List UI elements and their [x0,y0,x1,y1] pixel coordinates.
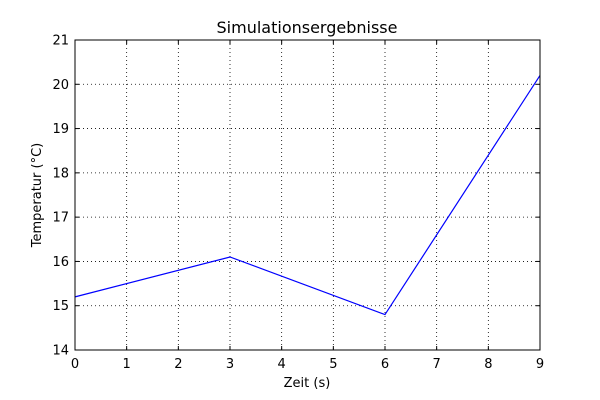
x-axis-label: Zeit (s) [284,376,331,391]
series-layer [74,75,541,316]
y-axis-label: Temperatur (°C) [30,143,45,249]
grid [75,40,540,350]
x-tick-label: 1 [123,357,131,372]
x-tick-label: 8 [484,357,492,372]
x-tick-label: 9 [536,357,544,372]
x-tick-label: 4 [278,357,286,372]
series-line [74,75,541,316]
y-tick-label: 21 [52,34,69,49]
x-tick-label: 0 [71,357,79,372]
y-tick-label: 20 [52,78,69,93]
chart-title: Simulationsergebnisse [217,18,398,37]
x-tick-label: 2 [174,357,182,372]
y-tick-label: 16 [52,255,69,270]
plot-frame [74,39,541,351]
x-tick-label: 5 [329,357,337,372]
ticks: 0 1 2 3 4 5 6 7 8 9 14 15 16 17 18 19 20 21 [52,34,544,373]
y-tick-label: 19 [52,122,69,137]
x-tick-label: 3 [226,357,234,372]
x-tick-label: 7 [433,357,441,372]
y-tick-label: 17 [52,211,69,226]
x-tick-label: 6 [381,357,389,372]
y-tick-label: 18 [52,166,69,181]
y-tick-label: 15 [52,299,69,314]
y-tick-label: 14 [52,344,69,359]
